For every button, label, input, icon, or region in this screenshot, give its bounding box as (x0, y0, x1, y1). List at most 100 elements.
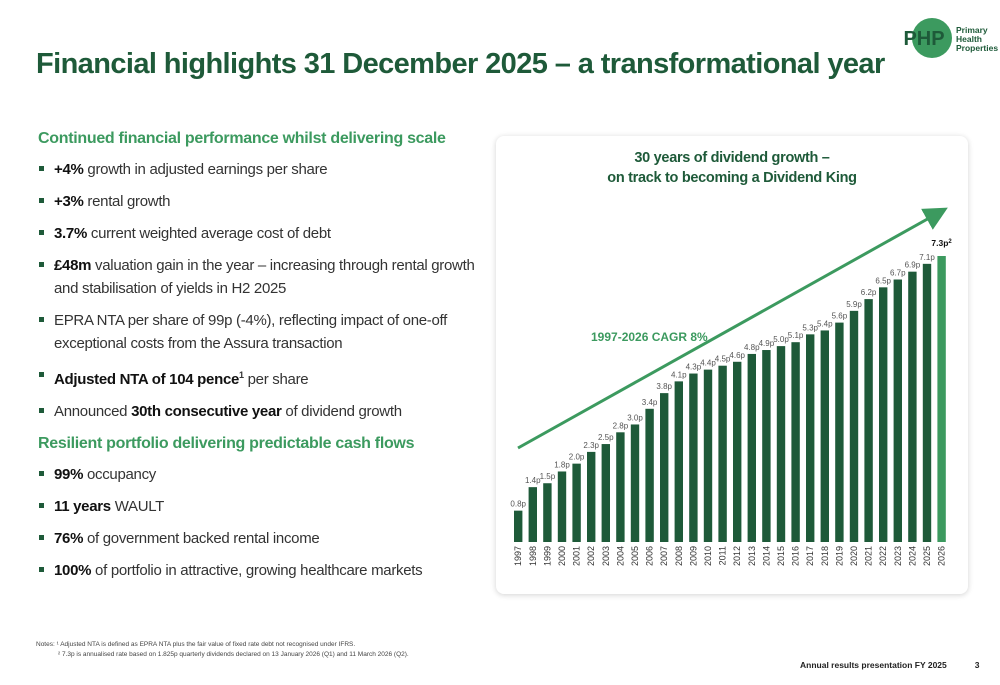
bullet-item: EPRA NTA per share of 99p (-4%), reflect… (38, 309, 478, 355)
bullet-item: 11 years WAULT (38, 495, 478, 518)
x-tick-label: 2009 (688, 546, 698, 566)
bullet-highlight: 99% (54, 466, 84, 483)
x-tick-label: 2006 (645, 546, 655, 566)
highlights-panel: Continued financial performance whilst d… (38, 130, 478, 591)
bullet-text: valuation gain in the year – increasing … (54, 257, 475, 297)
bullet-highlight: Adjusted NTA of 104 pence (54, 371, 240, 388)
bullet-item: 100% of portfolio in attractive, growing… (38, 559, 478, 582)
data-label-footnote: 2 (948, 239, 952, 245)
bar-2017 (806, 334, 815, 542)
footnote-1: Notes: ¹ Adjusted NTA is defined as EPRA… (36, 641, 356, 648)
x-tick-label: 2002 (586, 546, 596, 566)
bullet-text: per share (243, 371, 309, 388)
page-title: Financial highlights 31 December 2025 – … (36, 48, 885, 80)
bar-2012 (733, 361, 742, 542)
bullet-item: +4% growth in adjusted earnings per shar… (38, 158, 478, 181)
bullet-highlight: 30th consecutive year (131, 403, 282, 420)
bar-2021 (864, 299, 873, 542)
bar-2000 (557, 471, 567, 542)
x-tick-label: 1997 (513, 546, 523, 566)
x-tick-label: 2022 (878, 546, 888, 566)
bar-1997 (514, 510, 523, 542)
x-tick-label: 2016 (791, 546, 801, 566)
data-label: 4.1p (671, 370, 687, 379)
data-label: 0.8p (510, 500, 526, 509)
page-number: 3 (974, 660, 980, 670)
x-tick-label: 2008 (674, 546, 684, 566)
data-label: 4.3p (686, 363, 702, 372)
x-tick-label: 2000 (557, 546, 567, 566)
x-tick-label: 2024 (907, 546, 917, 566)
x-tick-label: 2013 (747, 546, 757, 566)
data-label: 3.8p (656, 382, 672, 391)
data-label: 2.0p (569, 453, 585, 462)
data-label: 4.9p (759, 339, 775, 348)
x-tick-label: 2021 (864, 546, 874, 566)
bullet-text: of government backed rental income (83, 530, 320, 547)
bullet-highlight: 76% (54, 530, 84, 547)
x-tick-label: 2020 (849, 546, 859, 566)
logo-mark-text: PHP (903, 28, 944, 50)
x-tick-label: 2003 (601, 546, 611, 566)
bar-2020 (849, 310, 859, 542)
data-label: 2.5p (598, 433, 614, 442)
logo-line: Primary (956, 25, 988, 35)
bullet-text: WAULT (110, 498, 165, 515)
portfolio-bullets: 99% occupancy 11 years WAULT 76% of govern… (38, 463, 478, 582)
data-label: 4.8p (744, 343, 760, 352)
footnotes: Notes: ¹ Adjusted NTA is defined as EPRA… (36, 640, 636, 660)
bullet-text: EPRA NTA per share of 99p (-4%), reflect… (54, 312, 448, 352)
bullet-highlight: +4% (54, 161, 84, 178)
footnote-marker: 1 (239, 370, 244, 380)
data-label: 6.7p (890, 269, 906, 278)
x-tick-label: 2025 (922, 546, 932, 566)
footer-text: Annual results presentation FY 2025 (800, 660, 947, 670)
bar-2026 (937, 256, 946, 542)
data-label: 6.9p (905, 261, 921, 270)
bar-2016 (791, 342, 800, 542)
chart-title: 30 years of dividend growth – on track t… (496, 148, 968, 188)
data-label: 4.6p (729, 351, 745, 360)
data-label: 1.4p (525, 476, 541, 485)
x-tick-label: 2019 (834, 546, 844, 566)
financial-bullets: +4% growth in adjusted earnings per shar… (38, 158, 478, 423)
bullet-item: Adjusted NTA of 104 pence1 per share (38, 364, 478, 391)
bar-1998 (528, 487, 537, 542)
bar-2014 (762, 350, 771, 542)
x-tick-label: 2010 (703, 546, 713, 566)
section-heading-portfolio: Resilient portfolio delivering predictab… (38, 435, 415, 452)
data-label: 7.1p (919, 253, 935, 262)
x-tick-label: 1998 (528, 546, 538, 566)
bullet-text: rental growth (83, 193, 171, 210)
x-tick-label: 2023 (893, 546, 903, 566)
data-label: 5.3p (802, 323, 818, 332)
bar-2003 (601, 444, 610, 542)
x-tick-label: 2007 (659, 546, 669, 566)
data-label: 6.2p (861, 288, 877, 297)
php-logo: PHP Primary Health Properties (902, 16, 998, 60)
data-label: 3.0p (627, 413, 643, 422)
bar-2001 (572, 463, 581, 542)
bar-2010 (703, 369, 713, 542)
footnote-2: ² 7.3p is annualised rate based on 1.825… (58, 651, 409, 658)
bar-2011 (718, 365, 727, 542)
bullet-text: current weighted average cost of debt (87, 225, 331, 242)
x-tick-label: 2018 (820, 546, 830, 566)
bar-2022 (879, 287, 888, 542)
bar-2024 (908, 271, 917, 542)
bullet-highlight: £48m (54, 257, 92, 274)
bullet-item: Announced 30th consecutive year of divid… (38, 400, 478, 423)
bullet-item: 76% of government backed rental income (38, 527, 478, 550)
bullet-highlight: 100% (54, 562, 92, 579)
bar-2025 (922, 263, 932, 542)
bar-2023 (893, 279, 902, 542)
bar-2015 (776, 346, 786, 542)
dividend-chart-card: 30 years of dividend growth – on track t… (496, 136, 968, 594)
logo-wordmark: Primary Health Properties (956, 26, 998, 53)
bullet-text: of portfolio in attractive, growing heal… (91, 562, 423, 579)
bar-2019 (835, 322, 844, 542)
bar-2009 (689, 373, 698, 542)
data-label: 5.0p (773, 335, 789, 344)
data-label: 1.5p (540, 472, 556, 481)
logo-line: Properties (956, 43, 999, 53)
